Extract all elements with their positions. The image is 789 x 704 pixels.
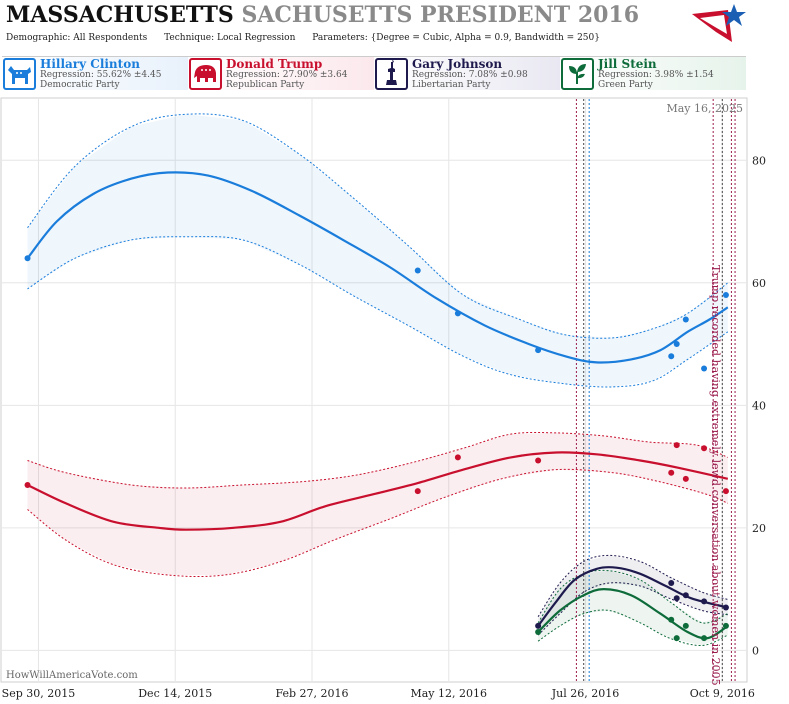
confidence-band [27,114,728,387]
legend-gary-johnson: Gary Johnson Regression: 7.08% ±0.98 Lib… [374,56,560,90]
elephant-icon [189,58,222,90]
technique-label: Technique: Local Regression [164,33,296,43]
lower-bound-line [537,609,729,647]
poll-point [535,457,542,464]
poll-point [535,622,542,629]
poll-point [673,635,680,642]
poll-point [668,616,675,623]
y-tick-label: 80 [752,154,766,167]
watermark: HowWillAmericaVote.com [6,670,138,681]
upper-bound-line [537,554,728,617]
candidate-party: Republican Party [226,80,305,90]
donkey-icon [3,58,36,90]
candidate-name: Donald Trump [226,57,323,71]
poll-point [24,481,31,488]
poll-point [682,622,689,629]
poll-point [454,310,461,317]
parameters-line: Demographic: All Respondents Technique: … [6,33,614,43]
candidate-name: Gary Johnson [412,57,503,71]
title-state: MASSACHUSETTS [6,2,234,28]
y-tick-label: 20 [752,522,766,535]
poll-point [673,341,680,348]
lower-bound-line [27,236,729,388]
legend-donald-trump: Donald Trump Regression: 27.90% ±3.64 Re… [188,56,374,90]
poll-point [722,604,729,611]
legend-jill-stein: Jill Stein Regression: 3.98% ±1.54 Green… [560,56,746,90]
poll-point [682,592,689,599]
legend-hillary-clinton: Hillary Clinton Regression: 55.62% ±4.45… [2,56,188,90]
x-tick-label: Jul 26, 2016 [551,687,620,700]
title-race: SACHUSETTS PRESIDENT 2016 [241,2,640,28]
poll-point [722,292,729,299]
trend-line [27,451,729,531]
candidate-party: Democratic Party [40,80,120,90]
poll-point [414,267,421,274]
poll-point [682,475,689,482]
y-tick-label: 40 [752,399,766,412]
poll-point [535,347,542,354]
plot-frame [0,97,748,683]
upper-bound-line [27,431,728,489]
chart-title: MASSACHUSETTS SACHUSETTS PRESIDENT 2016 [6,2,639,28]
poll-point [24,255,31,262]
lower-bound-line [537,582,728,636]
poll-point [701,365,708,372]
event-annotation: Trump recorded having extremely lewd con… [709,265,722,686]
x-tick-label: Feb 27, 2016 [275,687,348,700]
poll-point [682,316,689,323]
trend-line [26,171,729,364]
candidate-regression: Regression: 27.90% ±3.64 [226,70,348,80]
poll-point [454,454,461,461]
poll-point [701,635,708,642]
leaf-icon [561,58,594,90]
poll-point [535,628,542,635]
confidence-band [538,555,728,636]
y-tick-label: 60 [752,277,766,290]
site-logo-icon [688,2,750,52]
poll-point [701,445,708,452]
parameters-label: Parameters: {Degree = Cubic, Alpha = 0.9… [312,33,600,43]
poll-point [673,442,680,449]
y-tick-label: 0 [752,644,759,657]
liberty-statue-icon [375,58,408,90]
upper-bound-line [27,113,729,339]
candidate-name: Jill Stein [598,57,657,71]
candidate-regression: Regression: 3.98% ±1.54 [598,70,714,80]
demographic-label: Demographic: All Respondents [6,33,148,43]
poll-point [701,598,708,605]
candidate-party: Libertarian Party [412,80,491,90]
x-tick-label: Oct 9, 2016 [690,687,755,700]
poll-point [673,595,680,602]
poll-point [668,469,675,476]
candidate-name: Hillary Clinton [40,57,140,71]
candidate-regression: Regression: 55.62% ±4.45 [40,70,162,80]
date-label: May 16, 2025 [666,102,743,115]
poll-point [414,488,421,495]
x-tick-label: Sep 30, 2015 [2,687,76,700]
poll-point [668,579,675,586]
poll-point [722,488,729,495]
poll-point [722,622,729,629]
x-tick-label: May 12, 2016 [410,687,487,700]
candidate-regression: Regression: 7.08% ±0.98 [412,70,528,80]
poll-point [668,353,675,360]
x-tick-label: Dec 14, 2015 [138,687,212,700]
upper-bound-line [537,569,728,624]
confidence-band [27,432,728,575]
candidate-party: Green Party [598,80,653,90]
